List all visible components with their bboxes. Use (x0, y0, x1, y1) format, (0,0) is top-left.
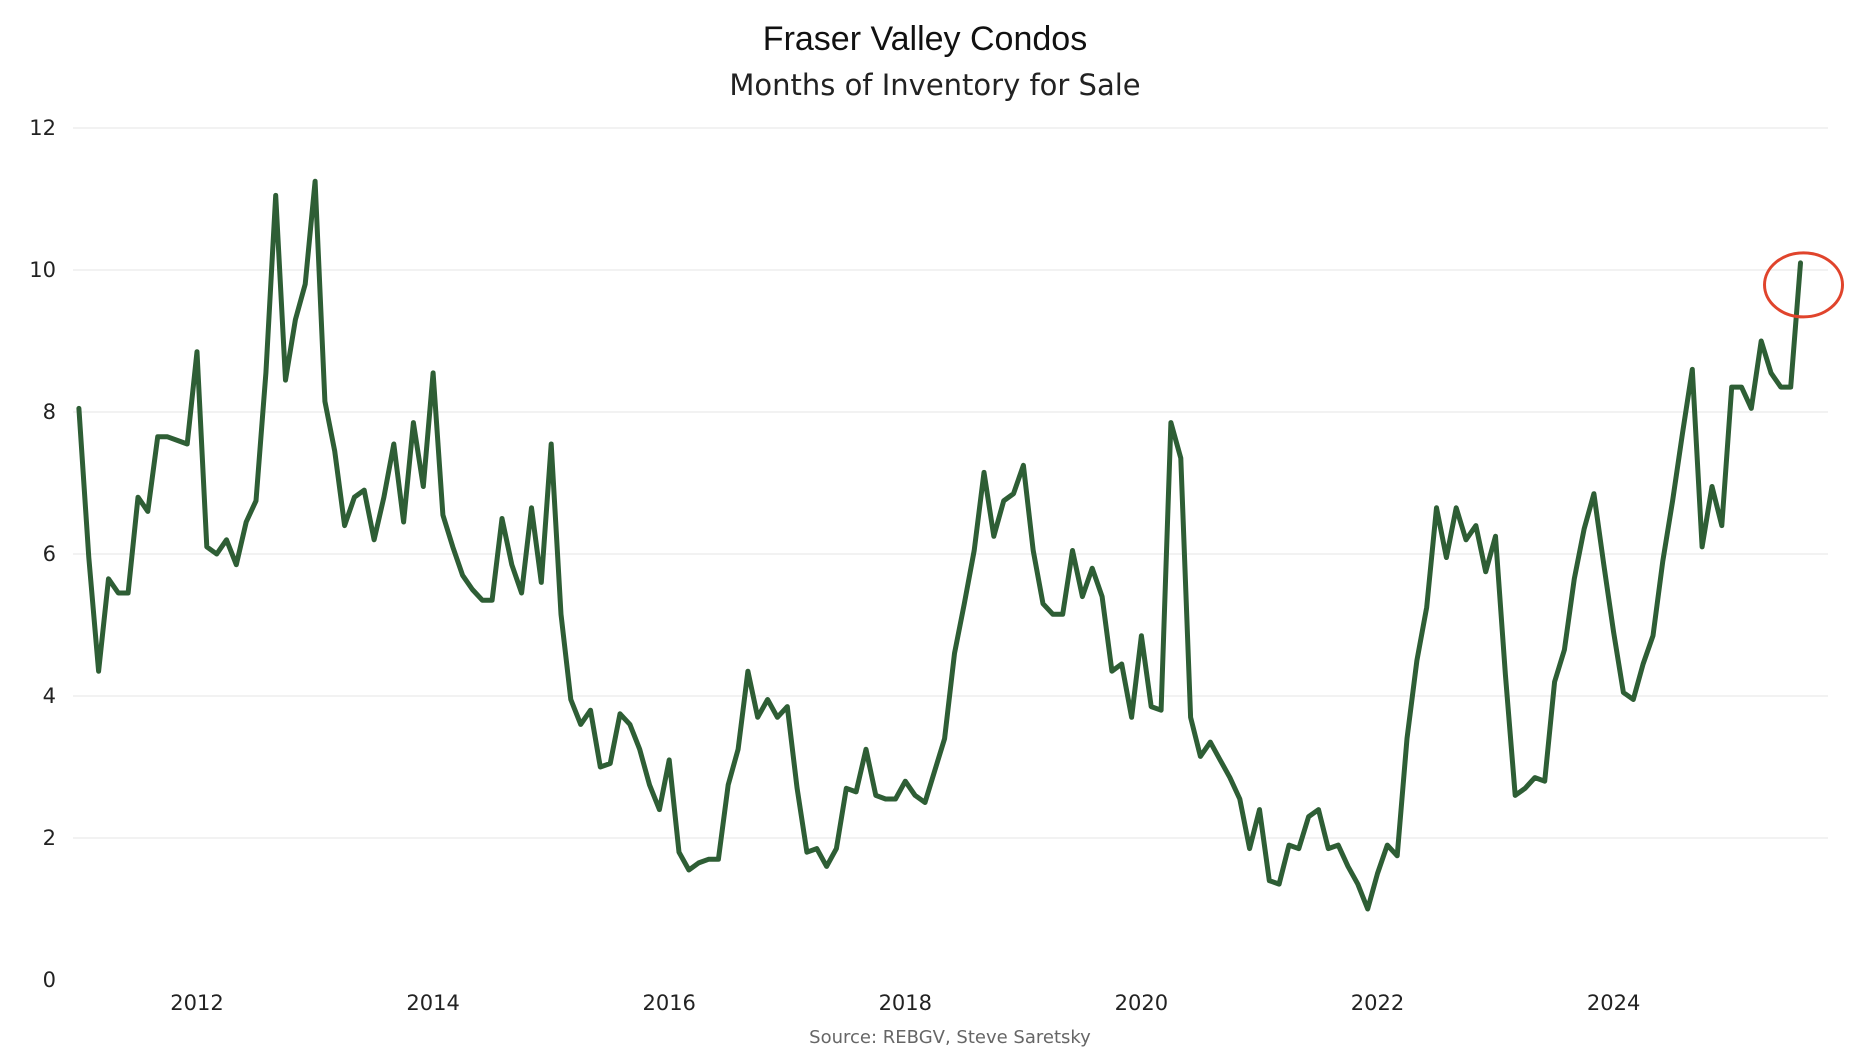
gridlines (73, 127, 1828, 839)
chart-subtitle: Months of Inventory for Sale (729, 68, 1140, 102)
x-tick-label: 2014 (406, 991, 459, 1015)
x-tick-label: 2018 (879, 991, 932, 1015)
highlight-circle (1763, 251, 1845, 319)
y-tick-label: 2 (43, 826, 56, 850)
series-line-1 (76, 178, 1803, 912)
chart-title: Fraser Valley Condos (763, 20, 1087, 58)
x-axis-ticks: 2012 2014 2016 2018 2020 2022 2024 (170, 991, 1640, 1015)
y-tick-label: 8 (43, 400, 56, 424)
x-tick-label: 2024 (1587, 991, 1640, 1015)
y-tick-label: 4 (43, 684, 56, 708)
x-tick-label: 2022 (1351, 991, 1404, 1015)
x-tick-label: 2012 (170, 991, 223, 1015)
y-tick-label: 10 (29, 258, 56, 282)
series-layer (76, 178, 1803, 912)
chart-source: Source: REBGV, Steve Saretsky (809, 1027, 1091, 1048)
x-tick-label: 2020 (1115, 991, 1168, 1015)
x-tick-label: 2016 (642, 991, 695, 1015)
y-tick-label: 6 (43, 542, 56, 566)
annotation-layer (1763, 251, 1845, 319)
y-tick-label: 0 (43, 968, 56, 992)
y-axis-ticks: 0 2 4 6 8 10 12 (29, 116, 56, 992)
y-tick-label: 12 (29, 116, 56, 140)
